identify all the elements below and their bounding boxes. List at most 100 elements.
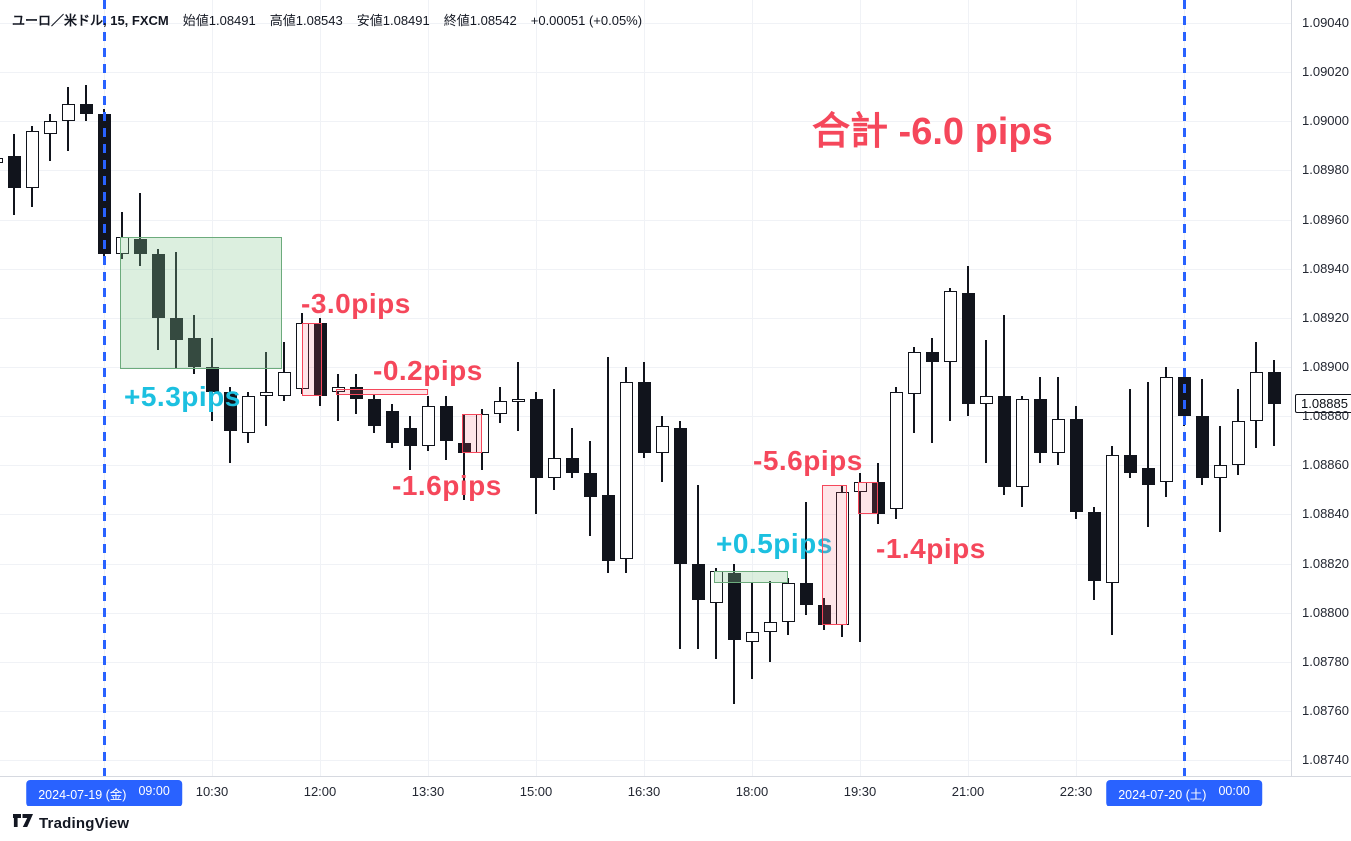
candle (439, 406, 453, 441)
candle-wick (715, 568, 717, 660)
price-tick-label: 1.08920 (1302, 309, 1349, 325)
candle (277, 371, 291, 397)
time-tick-label: 19:30 (843, 784, 877, 799)
candle (565, 457, 579, 473)
price-gridline (0, 563, 1291, 565)
candle (1015, 398, 1029, 488)
candle (61, 104, 75, 122)
price-tick-label: 1.09000 (1302, 113, 1349, 129)
price-tick-label: 1.09040 (1302, 15, 1349, 31)
ohlc-values: 始値1.08491 高値1.08543 安値1.08491 終値1.08542 (169, 13, 517, 28)
tradingview-watermark[interactable]: TradingView (13, 814, 129, 832)
trade-zone (822, 484, 848, 625)
price-tick-label: 1.08840 (1302, 506, 1349, 522)
candle (133, 239, 147, 254)
candle (367, 398, 381, 426)
candle-wick (517, 362, 519, 431)
candle (1159, 376, 1173, 483)
ohlc-field: 始値1.08491 (182, 13, 256, 28)
price-tick-label: 1.08940 (1302, 260, 1349, 276)
change-value: +0.00051 (+0.05%) (530, 13, 643, 28)
candle (889, 391, 903, 510)
candle-wick (175, 251, 177, 370)
candle-wick (337, 374, 339, 422)
trade-zone (462, 413, 482, 453)
candle (925, 352, 939, 363)
candle (1141, 467, 1155, 485)
candle-wick (751, 583, 753, 679)
time-tick-label: 21:00 (951, 784, 985, 799)
session-time: 00:00 (1218, 784, 1250, 798)
candle (223, 391, 237, 431)
total-pips-label: 合計 -6.0 pips (812, 111, 1053, 153)
time-gridline (752, 0, 753, 776)
price-gridline (0, 170, 1291, 172)
price-tick-label: 1.08900 (1302, 358, 1349, 374)
candle (1267, 371, 1281, 404)
candle-wick (121, 212, 123, 259)
candle-wick (49, 113, 51, 161)
candle-wick (769, 580, 771, 662)
candle-wick (805, 502, 807, 616)
candle (403, 428, 417, 446)
candle (241, 396, 255, 434)
price-gridline (0, 612, 1291, 614)
candle (655, 425, 669, 453)
candle (151, 253, 165, 318)
candle-wick (463, 413, 465, 500)
time-tick-label: 13:30 (411, 784, 445, 799)
candle (781, 583, 795, 623)
candle (727, 573, 741, 640)
trade-pips-label: -0.2pips (373, 355, 483, 386)
time-tick-label: 16:30 (627, 784, 661, 799)
candle (511, 398, 525, 402)
candle-wick (265, 352, 267, 426)
candle-wick (859, 472, 861, 643)
candle (529, 398, 543, 478)
ohlc-field: 終値1.08542 (443, 13, 517, 28)
trade-pips-label: +5.3pips (124, 381, 241, 412)
candle (1051, 418, 1065, 453)
price-tick-label: 1.08980 (1302, 162, 1349, 178)
trade-zone (858, 482, 878, 515)
candle (619, 381, 633, 559)
candle (7, 155, 21, 188)
price-tick-label: 1.08760 (1302, 702, 1349, 718)
price-gridline (0, 268, 1291, 270)
candle-wick (283, 342, 285, 402)
candle (637, 381, 651, 453)
chart-legend[interactable]: ユーロ／米ドル, 15, FXCM 始値1.08491 高値1.08543 安値1.0… (12, 10, 642, 29)
footer-bar: TradingView (0, 806, 1351, 841)
candle (799, 583, 813, 606)
price-gridline (0, 121, 1291, 123)
session-separator-line (102, 0, 106, 776)
candle (493, 401, 507, 414)
price-axis[interactable]: 1.08885 1.09040 1.09020 1.09000 1.08980 1.08… (1291, 0, 1351, 776)
candle-wick (607, 357, 609, 574)
price-tick-label: 1.08820 (1302, 555, 1349, 571)
candle-wick (1147, 381, 1149, 527)
candle (43, 121, 57, 134)
candle (1213, 465, 1227, 478)
candle (187, 337, 201, 367)
candle (943, 290, 957, 363)
price-tick-label: 1.08860 (1302, 457, 1349, 473)
candle (475, 413, 489, 453)
candle (907, 352, 921, 394)
price-gridline (0, 366, 1291, 368)
candle (691, 563, 705, 601)
candle (745, 632, 759, 643)
chart-plot-area[interactable]: +5.3pips -3.0pips -0.2pips -1.6pips +0.5pips… (0, 0, 1291, 776)
session-date: 2024-07-20 (土) (1118, 788, 1207, 802)
candle-wick (1219, 425, 1221, 532)
price-tick-label: 1.08800 (1302, 604, 1349, 620)
price-gridline (0, 661, 1291, 663)
candle (1033, 398, 1047, 453)
candle-wick (1129, 389, 1131, 478)
candle (601, 494, 615, 562)
price-gridline (0, 219, 1291, 221)
candle (421, 406, 435, 446)
ohlc-field: 高値1.08543 (269, 13, 343, 28)
candle (1105, 455, 1119, 584)
time-axis[interactable]: 10:30 12:00 13:30 15:00 16:30 18:00 19:30 21:00… (0, 776, 1351, 807)
